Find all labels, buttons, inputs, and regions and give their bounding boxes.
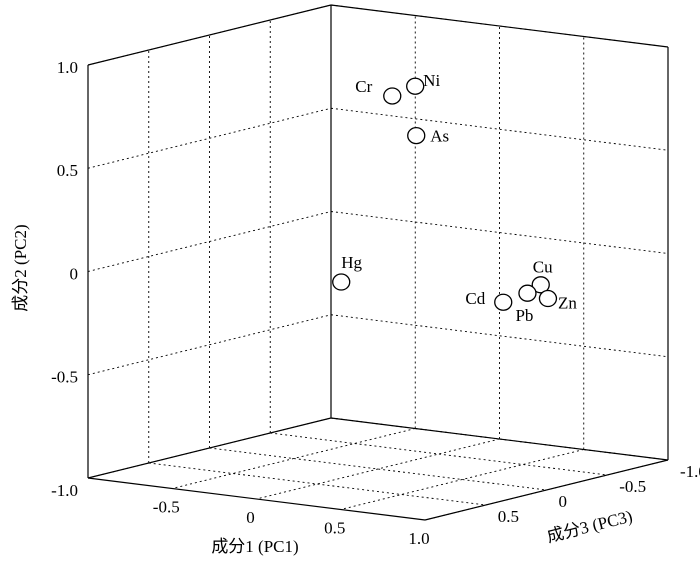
point bbox=[518, 284, 537, 302]
x-tick-label: 0 bbox=[246, 508, 255, 527]
box-edge bbox=[87, 4, 332, 66]
box-edge bbox=[424, 459, 669, 521]
grid-line bbox=[340, 449, 584, 510]
point bbox=[494, 293, 513, 311]
y-tick-label: -0.5 bbox=[51, 368, 78, 387]
point-label: As bbox=[430, 127, 449, 146]
point bbox=[406, 77, 425, 95]
point-label: Zn bbox=[558, 293, 577, 312]
z-tick-label: 0.5 bbox=[498, 507, 519, 526]
y-axis-title: 成分2 (PC2) bbox=[11, 224, 30, 311]
grid-line bbox=[148, 462, 486, 506]
box-edge bbox=[330, 417, 669, 461]
grid-line bbox=[172, 428, 416, 489]
box-edge bbox=[87, 417, 332, 479]
x-tick-label: 0.5 bbox=[324, 518, 345, 537]
grid-line bbox=[330, 107, 669, 151]
x-axis-title: 成分1 (PC1) bbox=[211, 537, 298, 556]
z-axis-title: 成分3 (PC3) bbox=[545, 507, 634, 547]
z-tick-label: -1.0 bbox=[680, 462, 700, 481]
y-tick-label: 1.0 bbox=[57, 58, 78, 77]
grid-line bbox=[330, 314, 669, 358]
point bbox=[538, 289, 558, 308]
y-tick-label: -1.0 bbox=[51, 481, 78, 500]
grid-line bbox=[209, 447, 547, 491]
x-tick-label: -0.5 bbox=[153, 497, 180, 516]
point-label: Ni bbox=[423, 71, 440, 90]
point bbox=[407, 126, 426, 145]
x-tick-label: 1.0 bbox=[408, 529, 429, 548]
point-label: Cu bbox=[533, 258, 553, 277]
grid-line bbox=[270, 432, 608, 476]
point-label: Cd bbox=[465, 289, 485, 308]
point-label: Hg bbox=[341, 253, 362, 272]
box-edge bbox=[87, 477, 426, 521]
grid-line bbox=[256, 438, 500, 500]
box-edge bbox=[330, 4, 669, 48]
grid-line bbox=[87, 314, 332, 376]
point-label: Pb bbox=[515, 306, 533, 325]
point bbox=[383, 87, 402, 105]
point bbox=[531, 276, 550, 294]
z-tick-label: 0 bbox=[559, 492, 568, 511]
y-tick-label: 0 bbox=[70, 264, 79, 283]
y-tick-label: 0.5 bbox=[57, 161, 78, 180]
point bbox=[332, 273, 351, 291]
grid-line bbox=[330, 211, 669, 254]
grid-line bbox=[87, 107, 332, 169]
point-label: Cr bbox=[355, 77, 372, 96]
z-tick-label: -0.5 bbox=[619, 477, 646, 496]
